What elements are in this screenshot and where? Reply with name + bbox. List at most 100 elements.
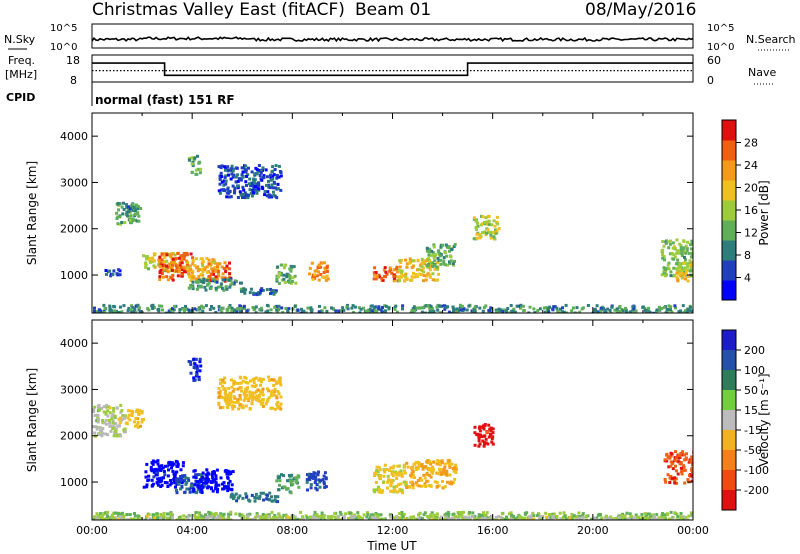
scatter-cell [265, 175, 269, 179]
scatter-cell [410, 275, 414, 279]
scatter-cell [233, 405, 237, 409]
scatter-cell [120, 310, 124, 313]
scatter-cell [489, 233, 493, 237]
scatter-cell [662, 305, 666, 309]
scatter-cell [332, 307, 336, 311]
scatter-cell [689, 274, 693, 278]
scatter-cell [600, 516, 604, 520]
scatter-cell [109, 429, 113, 433]
scatter-cell [183, 490, 187, 494]
scatter-cell [195, 287, 199, 291]
scatter-cell [444, 518, 448, 520]
scatter-cell [689, 247, 693, 251]
scatter-cell [670, 462, 674, 466]
scatter-cell [280, 306, 284, 310]
scatter-cell [97, 310, 101, 313]
scatter-cell [276, 405, 280, 409]
scatter-cell [223, 278, 227, 282]
scatter-cell [282, 277, 286, 281]
scatter-cell [214, 481, 218, 485]
scatter-cell [102, 410, 106, 414]
scatter-cell [670, 251, 674, 255]
scatter-cell [311, 474, 315, 478]
scatter-cell [461, 309, 465, 312]
scatter-cell [241, 496, 245, 500]
scatter-cell [169, 255, 173, 259]
scatter-cell [261, 187, 265, 190]
scatter-cell [270, 291, 273, 295]
scatter-cell [435, 471, 439, 475]
scatter-cell [229, 495, 233, 499]
scatter-cell [197, 274, 201, 278]
scatter-cell [279, 263, 283, 267]
scatter-cell [416, 259, 420, 263]
scatter-cell [397, 483, 401, 487]
scatter-cell [214, 286, 218, 290]
scatter-cell [152, 264, 156, 268]
scatter-cell [277, 517, 281, 520]
scatter-cell [185, 481, 189, 484]
scatter-cell [478, 233, 482, 237]
scatter-cell [304, 514, 308, 518]
scatter-cell [245, 309, 249, 313]
scatter-cell [679, 451, 683, 455]
scatter-cell [404, 272, 408, 276]
scatter-cell [417, 268, 421, 271]
scatter-cell [282, 485, 286, 489]
scatter-cell [163, 464, 167, 468]
scatter-cell [185, 251, 189, 255]
scatter-cell [171, 469, 175, 473]
scatter-cell [446, 510, 450, 514]
scatter-cell [655, 513, 659, 517]
scatter-cell [192, 357, 196, 361]
scatter-cell [181, 464, 185, 468]
scatter-cell [289, 281, 293, 285]
scatter-cell [255, 168, 259, 172]
scatter-cell [173, 305, 176, 308]
scatter-cell [679, 265, 683, 269]
scatter-cell [159, 485, 163, 488]
scatter-cell [443, 470, 446, 474]
scatter-cell [667, 261, 671, 265]
scatter-cell [690, 474, 693, 478]
scatter-cell [248, 390, 252, 394]
scatter-cell [368, 307, 372, 311]
scatter-cell [426, 272, 430, 276]
scatter-cell [226, 165, 230, 169]
scatter-cell [99, 512, 103, 516]
scatter-cell [157, 464, 161, 468]
scatter-cell [286, 309, 290, 313]
scatter-cell [175, 518, 179, 520]
scatter-cell [317, 470, 320, 474]
scatter-cell [380, 489, 384, 493]
scatter-cell [177, 256, 181, 260]
scatter-cell [219, 378, 223, 382]
scatter-cell [286, 479, 289, 483]
scatter-cell [267, 515, 270, 519]
scatter-cell [191, 269, 195, 273]
scatter-cell [226, 187, 230, 191]
scatter-cell [499, 308, 503, 312]
scatter-cell [253, 182, 257, 186]
scatter-cell [428, 259, 432, 263]
scatter-cell [186, 267, 190, 271]
scatter-cell [609, 311, 613, 313]
scatter-cell [302, 309, 306, 313]
scatter-cell [430, 249, 434, 253]
scatter-cell [427, 250, 431, 254]
scatter-cell [564, 303, 568, 307]
scatter-cell [179, 468, 183, 472]
scatter-cell [117, 417, 121, 421]
scatter-cell [95, 310, 99, 313]
scatter-cell [178, 263, 182, 267]
scatter-cell [238, 190, 242, 194]
scatter-cell [156, 471, 160, 475]
scatter-cell [182, 267, 186, 271]
scatter-cell [145, 257, 149, 261]
x-tick-label: 00:00 [76, 524, 108, 537]
scatter-cell [221, 378, 225, 382]
scatter-cell [483, 220, 487, 224]
scatter-cell [202, 281, 206, 285]
scatter-cell [686, 275, 690, 278]
